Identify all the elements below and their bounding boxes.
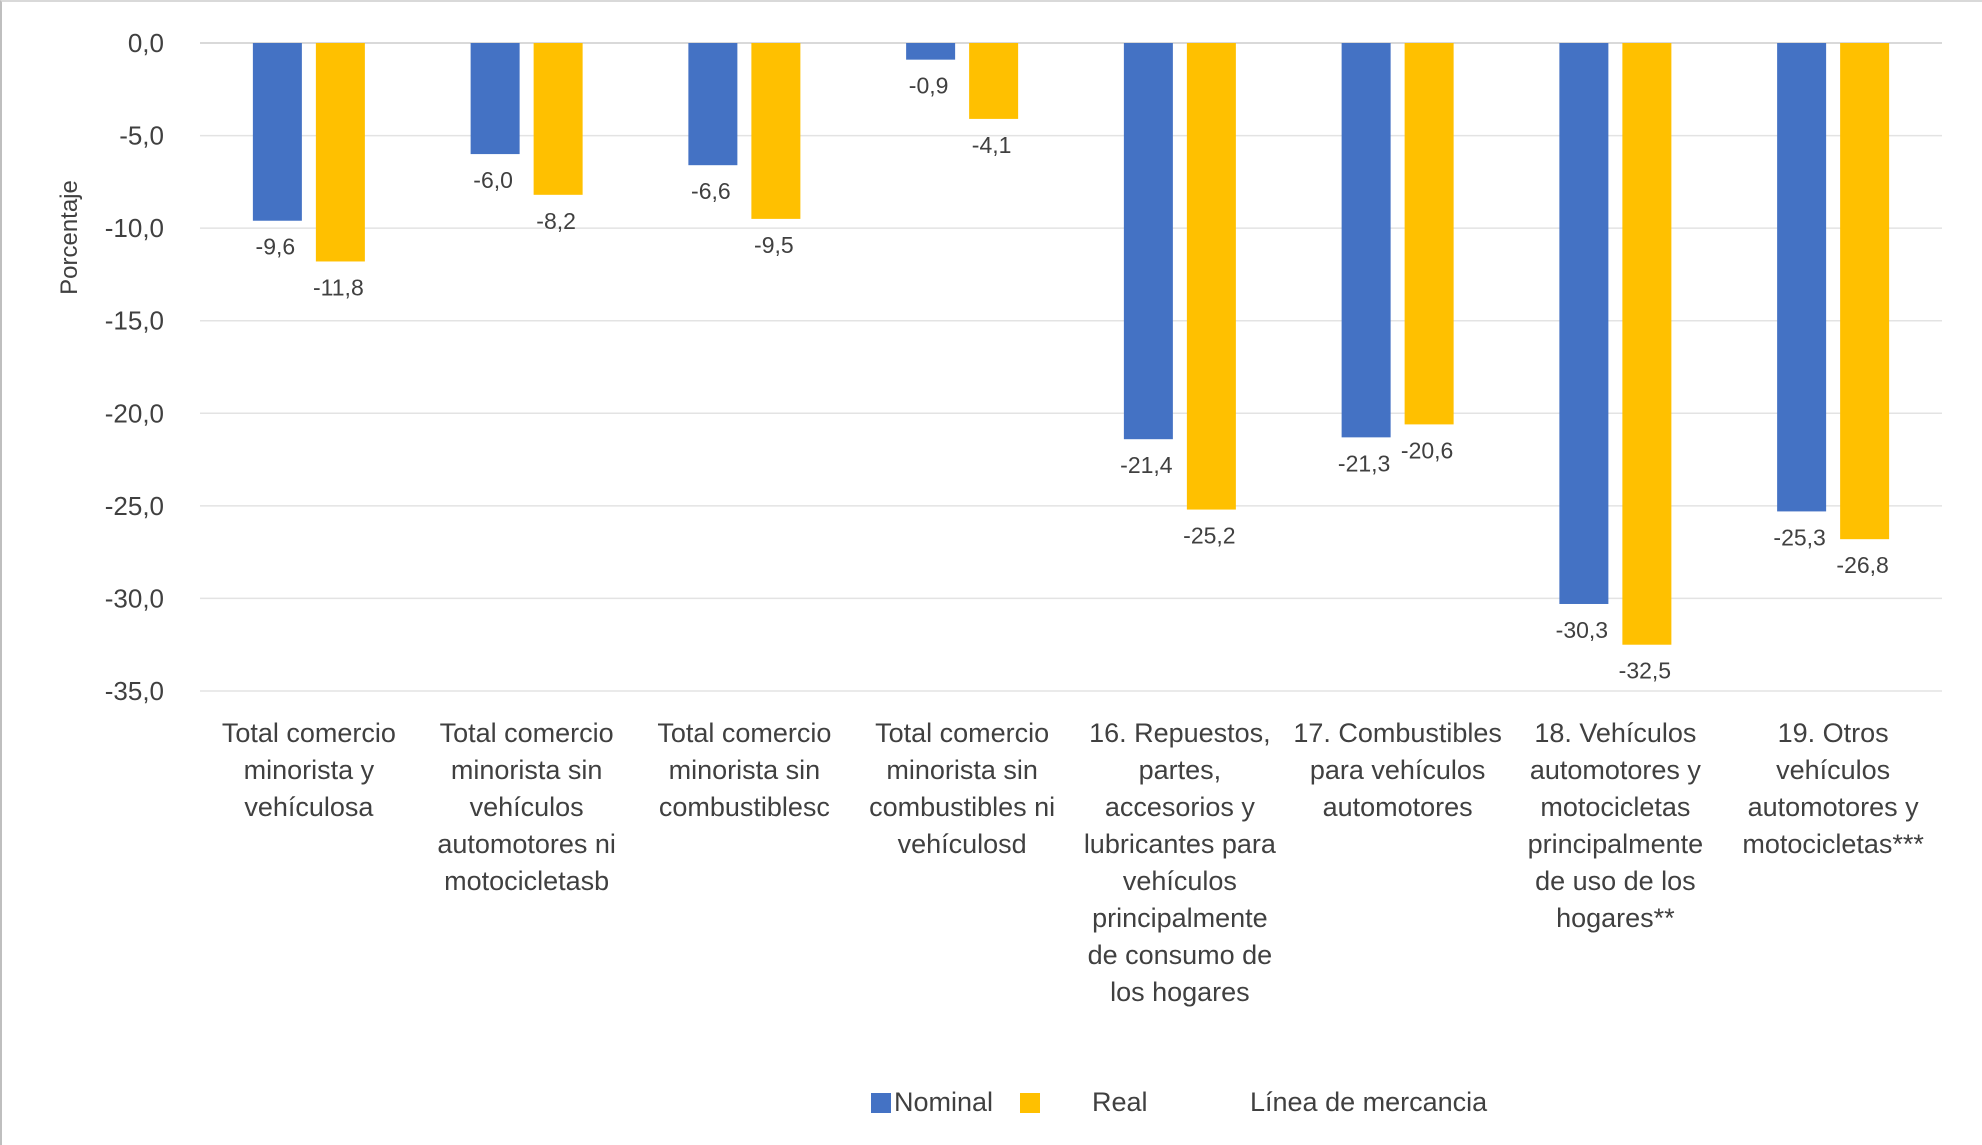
- bar-real: [969, 43, 1019, 119]
- bar-nominal: [1777, 43, 1827, 512]
- bar-real: [533, 43, 583, 195]
- y-tick-label: -5,0: [119, 121, 164, 151]
- legend-swatch-real: [1020, 1093, 1040, 1113]
- data-label: -20,6: [1401, 437, 1453, 463]
- bar-real: [1622, 43, 1672, 645]
- y-tick-label: -35,0: [105, 676, 164, 706]
- x-tick-label: Total comercio minorista sin vehículos auto…: [437, 718, 616, 896]
- data-label: -9,5: [754, 232, 794, 258]
- y-tick-label: -30,0: [105, 583, 164, 613]
- data-label: -4,1: [972, 132, 1012, 158]
- x-tick-label: Total comercio minorista y vehículosa: [222, 718, 396, 822]
- bar-real: [315, 43, 365, 262]
- x-tick-label: 17. Combustibles para vehículos automotore…: [1293, 718, 1502, 822]
- bar-real: [1404, 43, 1454, 425]
- data-label: -0,9: [909, 73, 949, 99]
- data-label: -21,4: [1120, 452, 1173, 478]
- legend-swatch-nominal: [871, 1093, 891, 1113]
- data-label: -32,5: [1619, 658, 1671, 684]
- data-label: -11,8: [313, 274, 364, 300]
- x-tick-label: Total comercio minorista sin combustiblesc: [657, 718, 831, 822]
- data-label: -9,6: [256, 234, 296, 260]
- bar-real: [751, 43, 801, 219]
- data-label: -25,2: [1183, 523, 1235, 549]
- x-tick-label: Total comercio minorista sin combustibles …: [869, 718, 1055, 859]
- bar-nominal: [252, 43, 302, 221]
- legend-label-nominal: Nominal: [894, 1087, 993, 1117]
- data-label: -26,8: [1836, 552, 1888, 578]
- bar-nominal: [688, 43, 738, 166]
- y-tick-label: -20,0: [105, 398, 164, 428]
- y-axis-title: Porcentaje: [56, 180, 83, 295]
- y-tick-label: -15,0: [105, 306, 164, 336]
- x-tick-label: 19. Otros vehículos automotores y motocicle…: [1742, 718, 1924, 859]
- data-label: -6,6: [691, 178, 731, 204]
- data-label: -25,3: [1773, 524, 1825, 550]
- bar-nominal: [1559, 43, 1609, 604]
- data-label: -30,3: [1556, 617, 1608, 643]
- legend-label-real: Real: [1092, 1087, 1148, 1117]
- bar-nominal: [470, 43, 520, 155]
- bar-nominal: [906, 43, 956, 60]
- y-tick-label: -25,0: [105, 491, 164, 521]
- bar-real: [1840, 43, 1890, 540]
- data-label: -6,0: [473, 167, 513, 193]
- y-tick-label: -10,0: [105, 213, 164, 243]
- y-tick-label: 0,0: [128, 28, 164, 58]
- x-tick-label: 18. Vehículos automotores y motocicletas pr…: [1528, 718, 1704, 933]
- data-label: -21,3: [1338, 450, 1390, 476]
- bar-real: [1186, 43, 1236, 510]
- bar-nominal: [1123, 43, 1173, 440]
- legend-extra-text: Línea de mercancia: [1250, 1087, 1488, 1117]
- data-label: -8,2: [536, 208, 576, 234]
- bar-nominal: [1341, 43, 1391, 438]
- x-tick-label: 16. Repuestos, partes, accesorios y lubrica…: [1084, 718, 1277, 1007]
